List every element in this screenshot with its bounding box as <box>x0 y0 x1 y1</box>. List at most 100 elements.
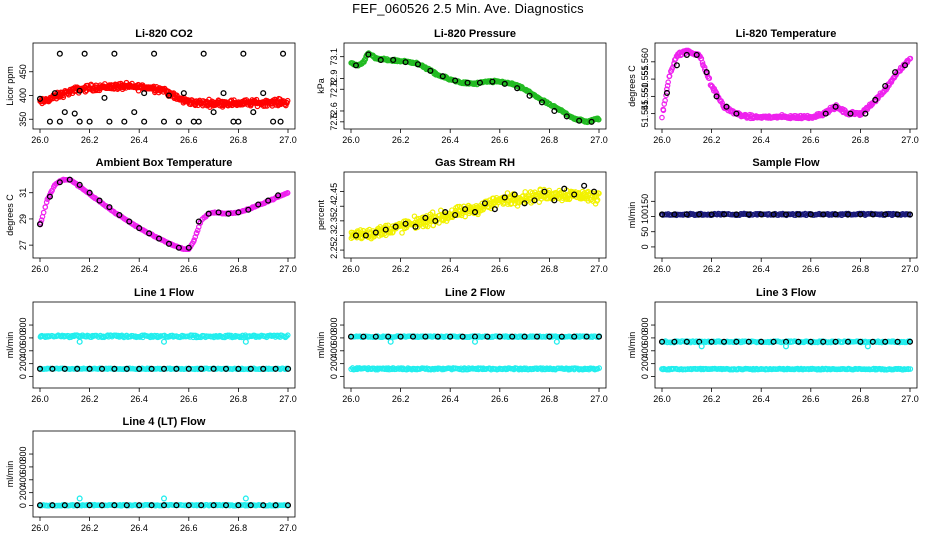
plot-area <box>36 332 292 373</box>
data-point <box>392 223 399 230</box>
data-point <box>56 179 63 186</box>
plot-frame <box>32 430 296 518</box>
plot-area <box>348 182 602 242</box>
series-averages <box>352 51 595 125</box>
chart-title: Line 2 Flow <box>445 287 505 299</box>
data-point <box>661 101 668 107</box>
data-point <box>222 365 230 372</box>
data-point <box>429 209 436 216</box>
data-point <box>136 365 143 372</box>
data-point <box>907 55 914 62</box>
plot-frame <box>32 42 296 130</box>
data-point <box>491 206 498 213</box>
series-outliers <box>698 343 871 350</box>
data-point <box>74 502 81 509</box>
series-averages <box>36 50 287 125</box>
data-point <box>501 80 508 87</box>
x-tick-label: 26.2 <box>703 264 721 274</box>
y-tick-label: 200 <box>18 485 28 500</box>
data-point <box>86 365 93 372</box>
x-tick-label: 26.4 <box>130 523 148 533</box>
data-point <box>235 118 242 125</box>
chart-title: Line 3 Flow <box>756 287 816 299</box>
x-tick-label: 26.0 <box>342 394 360 404</box>
chart-panel: Line 1 Flow 26.0 26.2 26.4 26.6 26.8 27.0 0 2004… <box>5 287 297 404</box>
data-point <box>61 109 68 116</box>
x-tick-label: 26.2 <box>81 135 99 145</box>
y-axis-label: ml/min <box>627 332 637 359</box>
plot-area <box>36 50 291 125</box>
data-point <box>558 333 565 340</box>
data-point <box>255 201 262 208</box>
data-point <box>123 365 130 372</box>
data-point <box>185 365 192 372</box>
data-point <box>74 365 81 372</box>
data-point <box>46 118 53 125</box>
y-tick-label: 200 <box>329 356 339 371</box>
data-point <box>595 116 602 123</box>
data-point <box>49 365 56 372</box>
y-tick-label: 72.5 <box>329 113 339 131</box>
data-point <box>40 209 47 216</box>
data-point <box>521 333 528 340</box>
x-tick-label: 26.4 <box>441 394 459 404</box>
x-tick-label: 27.0 <box>279 264 297 274</box>
series-outliers <box>76 495 249 502</box>
data-point <box>434 333 441 340</box>
y-tick-label: 51.545 <box>640 100 650 128</box>
y-axis-label: kPa <box>316 78 326 94</box>
data-point <box>265 197 272 204</box>
x-tick-label: 26.6 <box>180 523 198 533</box>
data-point <box>185 244 192 251</box>
data-point <box>96 197 103 204</box>
x-tick-label: 26.8 <box>541 135 559 145</box>
y-tick-label: 2.3 <box>329 229 339 242</box>
data-point <box>551 107 558 115</box>
data-point <box>703 69 710 76</box>
chart-panel: Gas Stream RH 26.0 26.2 26.4 26.6 26.8 27.0 2.2… <box>316 157 608 274</box>
data-point <box>121 118 128 125</box>
data-point <box>795 338 802 345</box>
data-point <box>235 365 242 372</box>
data-point <box>377 56 384 63</box>
x-tick-label: 26.4 <box>130 135 148 145</box>
y-tick-label: 600 <box>329 330 339 345</box>
x-tick-label: 26.0 <box>653 394 671 404</box>
data-point <box>882 82 889 90</box>
plot-frame <box>32 301 296 389</box>
data-point <box>701 64 708 71</box>
data-point <box>56 118 63 125</box>
data-point <box>200 50 207 57</box>
x-tick-label: 26.4 <box>130 394 148 404</box>
data-point <box>551 197 558 204</box>
data-point <box>160 118 168 125</box>
data-point <box>56 50 63 57</box>
plot-frame <box>343 42 607 130</box>
y-tick-label: 0 <box>640 244 650 249</box>
y-tick-label: 350 <box>18 112 28 127</box>
data-point <box>76 87 83 94</box>
data-point <box>844 211 852 218</box>
x-tick-label: 26.8 <box>230 394 248 404</box>
data-point <box>683 211 690 218</box>
data-point <box>272 365 279 372</box>
chart-title: Sample Flow <box>752 157 820 169</box>
data-point <box>360 333 367 340</box>
data-point <box>222 502 230 509</box>
data-point <box>663 89 671 96</box>
data-point <box>583 333 590 340</box>
data-point <box>452 77 459 84</box>
data-point <box>101 94 108 101</box>
x-tick-label: 26.0 <box>31 523 49 533</box>
data-point <box>832 211 839 218</box>
data-point <box>260 365 267 372</box>
data-point <box>227 334 233 340</box>
data-point <box>284 97 291 104</box>
x-tick-label: 26.0 <box>31 264 49 274</box>
data-point <box>561 185 568 192</box>
data-point <box>285 332 291 338</box>
data-point <box>720 338 728 345</box>
data-point <box>61 502 68 509</box>
chart-title: Li-820 Pressure <box>434 28 516 40</box>
data-point <box>571 191 578 198</box>
